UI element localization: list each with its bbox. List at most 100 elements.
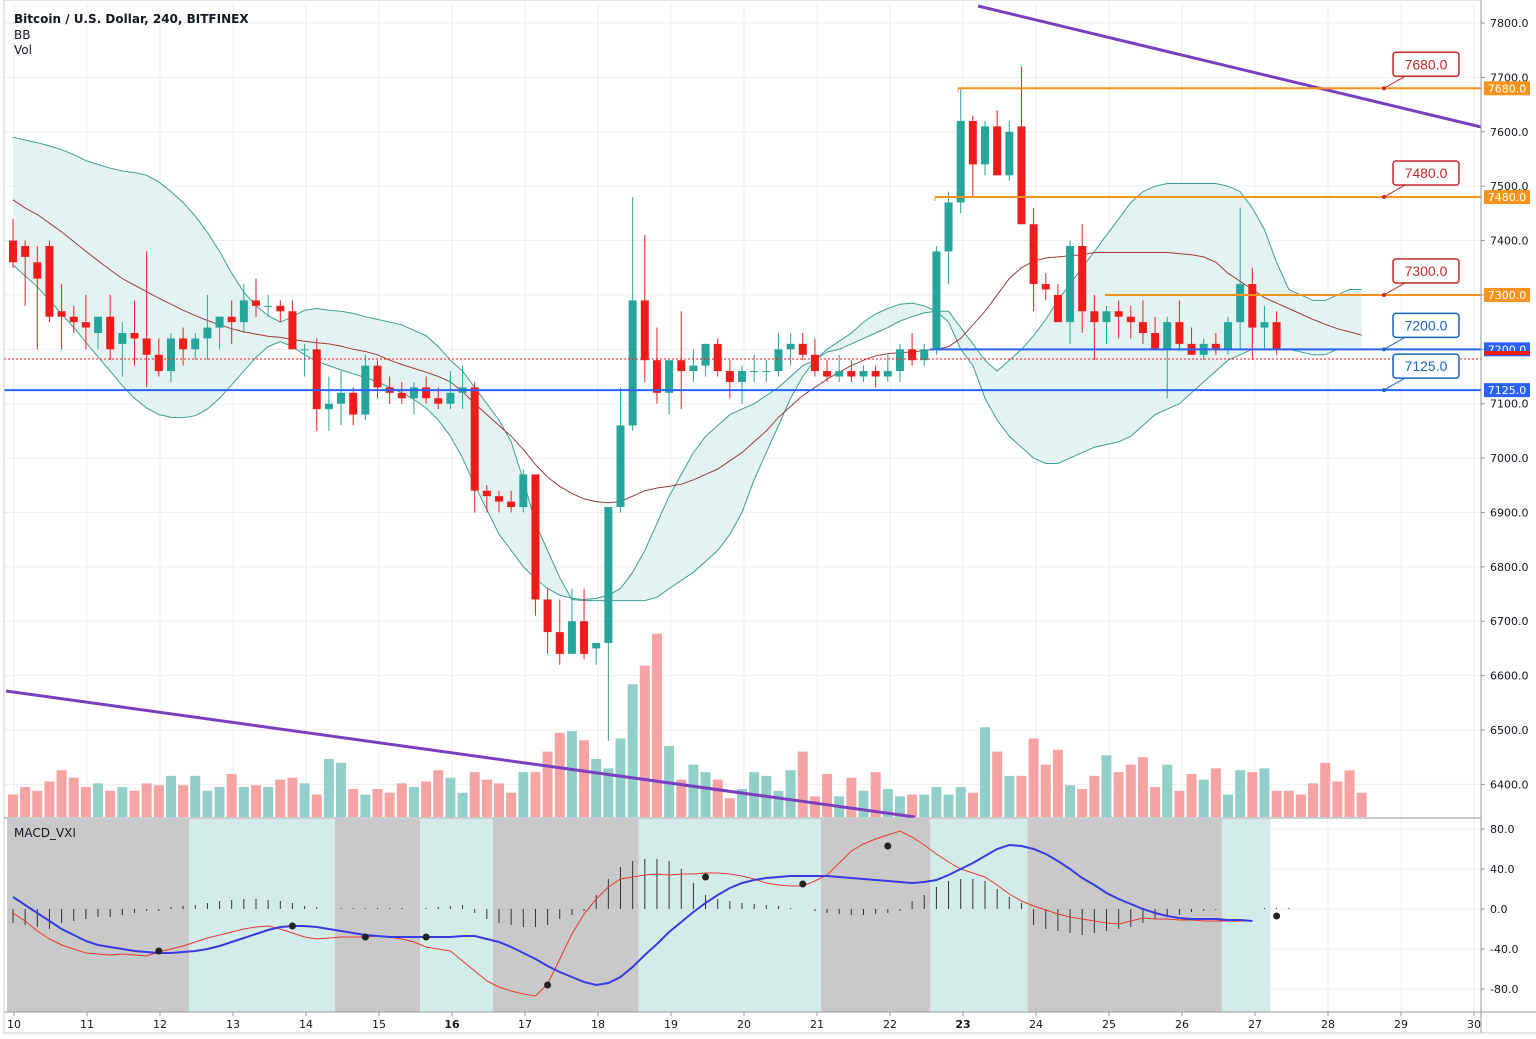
candle-body <box>1248 284 1257 328</box>
candle-body <box>94 316 103 334</box>
volume-bar <box>1065 785 1076 817</box>
volume-bar <box>651 633 662 817</box>
volume-bar <box>1308 783 1319 817</box>
volume-bar <box>323 759 334 817</box>
volume-bar <box>202 790 213 817</box>
price-label-anchor <box>1382 388 1386 393</box>
macd-lines <box>12 830 1290 997</box>
candle-body <box>908 349 917 361</box>
price-label-box <box>1392 353 1460 379</box>
volume-bar <box>1125 764 1136 817</box>
candle-body <box>1041 284 1050 290</box>
price-label-7480.0[interactable]: 7480.0 <box>1382 160 1460 200</box>
price-label-text: 7125.0 <box>1405 358 1448 374</box>
macd-zone-gray <box>820 819 931 1012</box>
macd-cross-dot <box>422 933 430 941</box>
price-label-leader <box>1383 75 1406 89</box>
volume-bar <box>56 770 67 817</box>
candle-body <box>932 251 941 350</box>
macd-zone-gray <box>334 819 421 1012</box>
bb-basis-line <box>12 199 1362 504</box>
candle-body <box>1102 311 1111 323</box>
volume-bar <box>1283 790 1294 817</box>
time-tick-label: 23 <box>955 1018 970 1031</box>
candle-body <box>422 387 431 399</box>
price-tick-label: 6600.0 <box>1490 670 1529 683</box>
price-tick-label: 7700.0 <box>1490 71 1529 84</box>
macd-zone-gray <box>1027 819 1222 1012</box>
volume-bar <box>336 762 347 817</box>
candle-body <box>252 300 260 306</box>
macd-zone-teal <box>189 819 335 1012</box>
candle-body <box>69 316 78 323</box>
candle-body <box>1211 343 1220 350</box>
volume-bar <box>1247 772 1258 817</box>
macd-zone-teal <box>1221 819 1271 1012</box>
volume-bar <box>481 779 492 817</box>
volume-bar <box>943 794 954 817</box>
price-label-7300.0[interactable]: 7300.0 <box>1382 258 1460 297</box>
price-label-7125.0[interactable]: 7125.0 <box>1382 353 1460 393</box>
volume-bar <box>542 751 553 817</box>
candle-body <box>968 120 977 165</box>
volume-bar <box>68 777 79 817</box>
volume-bar <box>190 775 201 817</box>
candle-body <box>264 305 273 307</box>
macd-cross-dot <box>361 933 369 941</box>
macd-signal-line <box>12 830 1253 997</box>
volume-bar <box>809 796 820 817</box>
level-axis-badge-text: 7680.0 <box>1488 82 1527 95</box>
candle-body <box>1078 245 1087 312</box>
price-label-anchor <box>1382 195 1386 200</box>
candle-body <box>1066 245 1075 323</box>
indicator-bb-label[interactable]: BB <box>14 28 31 42</box>
macd-panel-label[interactable]: MACD_VXI <box>14 826 76 840</box>
time-tick-label: 25 <box>1102 1018 1116 1031</box>
volume-bar <box>506 792 517 817</box>
price-label-7200.0[interactable]: 7200.0 <box>1382 312 1460 352</box>
indicator-vol-label[interactable]: Vol <box>14 43 32 57</box>
candle-body <box>142 338 151 355</box>
candle-body <box>446 392 455 404</box>
macd-cross-dot <box>155 947 163 955</box>
candle-body <box>57 311 66 317</box>
candle-body <box>810 354 819 372</box>
candle-body <box>324 403 333 410</box>
price-tick-label: 6800.0 <box>1490 561 1529 574</box>
volume-bar <box>566 730 577 817</box>
candle-body <box>1151 333 1160 350</box>
candle-body <box>640 300 649 361</box>
volume-bar <box>554 732 565 817</box>
candle-body <box>470 387 479 491</box>
volume-bar <box>797 751 808 817</box>
price-label-leader <box>1383 336 1406 350</box>
volume-bar <box>396 783 407 817</box>
volume-bar <box>275 779 286 817</box>
bollinger-bands <box>12 136 1362 602</box>
candle-body <box>409 387 418 399</box>
volume-bar <box>299 783 310 817</box>
candle-body <box>1126 316 1135 323</box>
candle-body <box>1224 322 1232 350</box>
macd-zone-gray <box>492 819 639 1012</box>
chart-title: Bitcoin / U.S. Dollar, 240, BITFINEX <box>14 12 249 26</box>
volume-bar <box>433 770 444 817</box>
trendlines[interactable] <box>5 4 1482 819</box>
volume-bar <box>129 790 140 817</box>
axes: 7800.0 7700.0 7600.0 7500.0 7400.0 7300.0 7200… <box>3 0 1536 1034</box>
horizontal-levels[interactable] <box>4 87 1481 392</box>
volume-bar <box>1320 762 1331 817</box>
price-label-7680.0[interactable]: 7680.0 <box>1382 51 1460 91</box>
volume-bar <box>1295 794 1306 817</box>
price-label-text: 7200.0 <box>1405 317 1448 333</box>
level-axis-badge-text: 7300.0 <box>1488 289 1527 302</box>
volume-bar <box>1040 764 1051 817</box>
candle-body <box>1272 322 1281 350</box>
price-tick-label: 6500.0 <box>1490 724 1529 737</box>
candle-body <box>1114 311 1123 317</box>
macd-cross-dot <box>544 981 552 989</box>
volume-bar <box>1004 775 1015 817</box>
price-level-labels[interactable]: 7680.0 7480.0 7300.0 7200.0 7125.0 <box>1382 51 1460 393</box>
price-label-box <box>1392 51 1460 78</box>
